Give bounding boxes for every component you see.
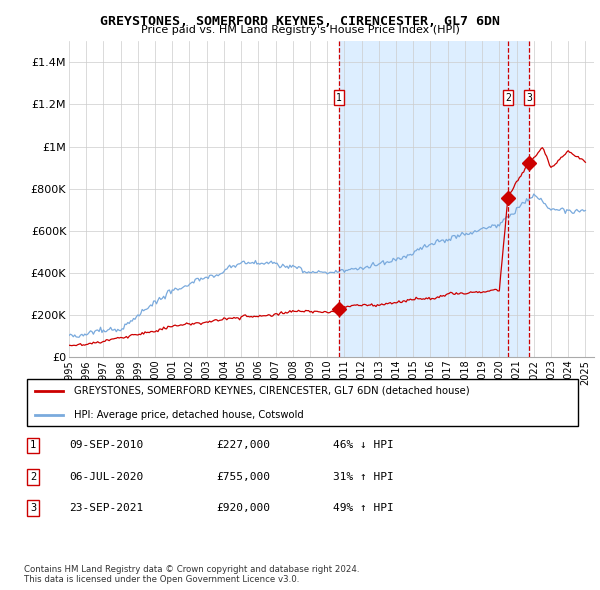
Text: 1: 1 [336, 93, 342, 103]
Text: HPI: Average price, detached house, Cotswold: HPI: Average price, detached house, Cots… [74, 409, 304, 419]
Text: 3: 3 [526, 93, 532, 103]
Text: GREYSTONES, SOMERFORD KEYNES, CIRENCESTER, GL7 6DN: GREYSTONES, SOMERFORD KEYNES, CIRENCESTE… [100, 15, 500, 28]
Text: 1: 1 [30, 441, 36, 450]
Text: 23-SEP-2021: 23-SEP-2021 [69, 503, 143, 513]
Text: Price paid vs. HM Land Registry's House Price Index (HPI): Price paid vs. HM Land Registry's House … [140, 25, 460, 35]
Text: 2: 2 [30, 472, 36, 481]
Text: Contains HM Land Registry data © Crown copyright and database right 2024.
This d: Contains HM Land Registry data © Crown c… [24, 565, 359, 584]
Text: £920,000: £920,000 [216, 503, 270, 513]
Text: 31% ↑ HPI: 31% ↑ HPI [333, 472, 394, 481]
Text: 49% ↑ HPI: 49% ↑ HPI [333, 503, 394, 513]
Text: 2: 2 [505, 93, 511, 103]
Text: 06-JUL-2020: 06-JUL-2020 [69, 472, 143, 481]
Text: £755,000: £755,000 [216, 472, 270, 481]
FancyBboxPatch shape [27, 379, 578, 426]
Text: 3: 3 [30, 503, 36, 513]
Bar [339, 41, 529, 357]
Text: GREYSTONES, SOMERFORD KEYNES, CIRENCESTER, GL7 6DN (detached house): GREYSTONES, SOMERFORD KEYNES, CIRENCESTE… [74, 386, 470, 396]
Text: £227,000: £227,000 [216, 441, 270, 450]
Text: 46% ↓ HPI: 46% ↓ HPI [333, 441, 394, 450]
Text: 09-SEP-2010: 09-SEP-2010 [69, 441, 143, 450]
